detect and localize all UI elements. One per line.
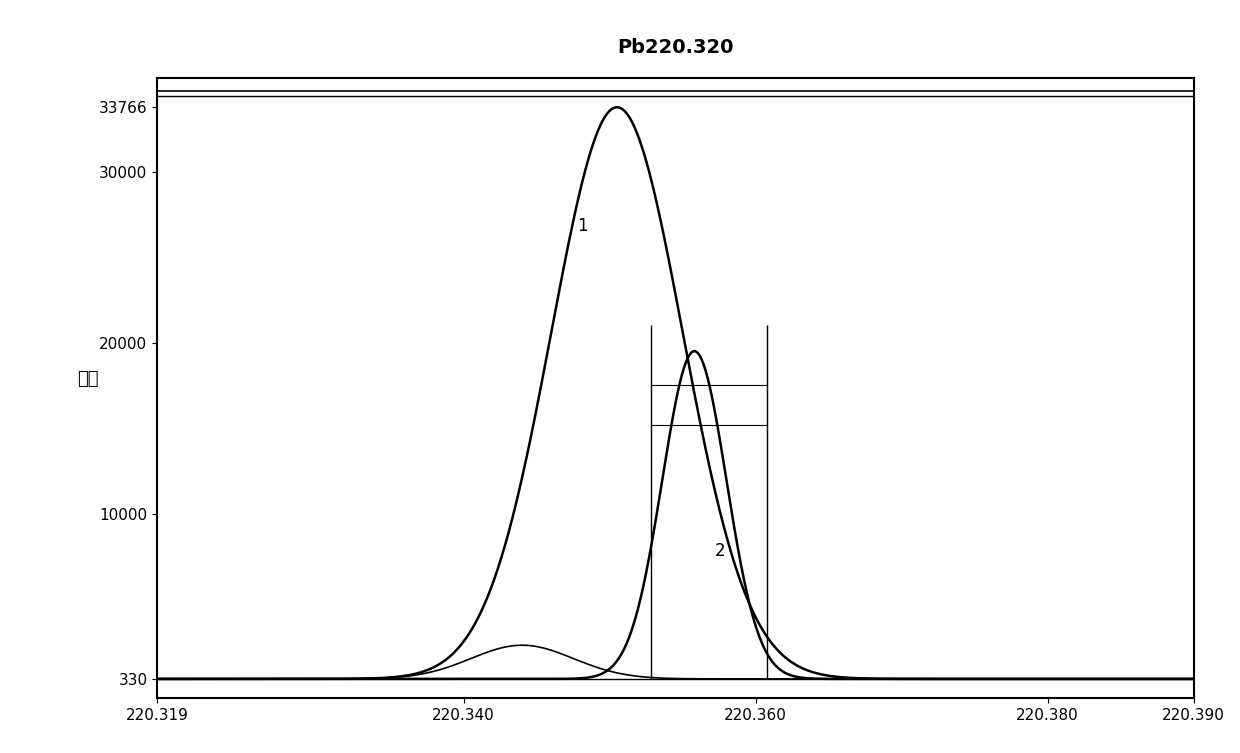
Title: Pb220.320: Pb220.320	[618, 38, 734, 56]
Text: 1: 1	[578, 218, 588, 236]
Text: 2: 2	[714, 542, 725, 560]
Y-axis label: 强度: 强度	[77, 370, 98, 388]
